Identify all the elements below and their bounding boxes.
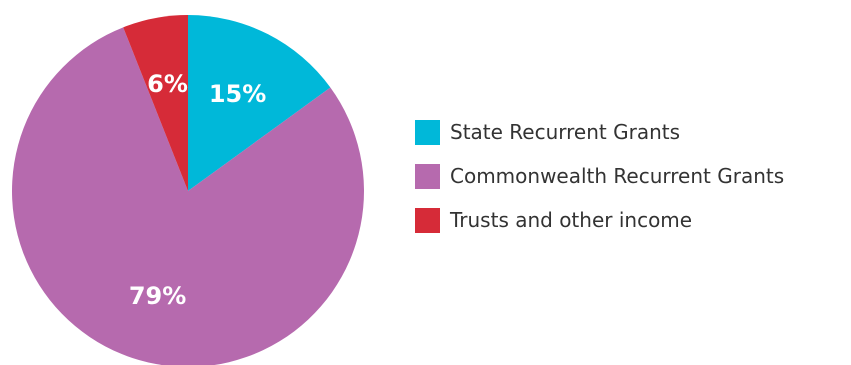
legend-swatch [415, 119, 440, 145]
pie-slice-state-recurrent-grants [188, 15, 331, 191]
legend-label: Commonwealth Recurrent Grants [450, 164, 785, 188]
legend-item-state-recurrent-grants: State Recurrent Grants [415, 110, 784, 154]
pie-slices [12, 15, 364, 365]
pie-slice-labels: 15% 79% 6% [129, 70, 266, 310]
legend-swatch [415, 163, 440, 189]
pie-slice-commonwealth-recurrent-grants [12, 27, 364, 365]
slice-label-commonwealth-recurrent-grants: 79% [129, 282, 186, 310]
slice-label-state-recurrent-grants: 15% [209, 80, 266, 108]
slice-label-trusts-and-other-income: 6% [147, 70, 188, 98]
legend-swatch [415, 207, 440, 233]
legend-label: Trusts and other income [450, 208, 693, 232]
legend-item-commonwealth-recurrent-grants: Commonwealth Recurrent Grants [415, 154, 784, 198]
legend-item-trusts-and-other-income: Trusts and other income [415, 198, 784, 242]
pie-slice-trusts-and-other-income [123, 15, 188, 191]
chart-legend: State Recurrent Grants Commonwealth Recur… [415, 110, 784, 242]
legend-label: State Recurrent Grants [450, 120, 681, 144]
